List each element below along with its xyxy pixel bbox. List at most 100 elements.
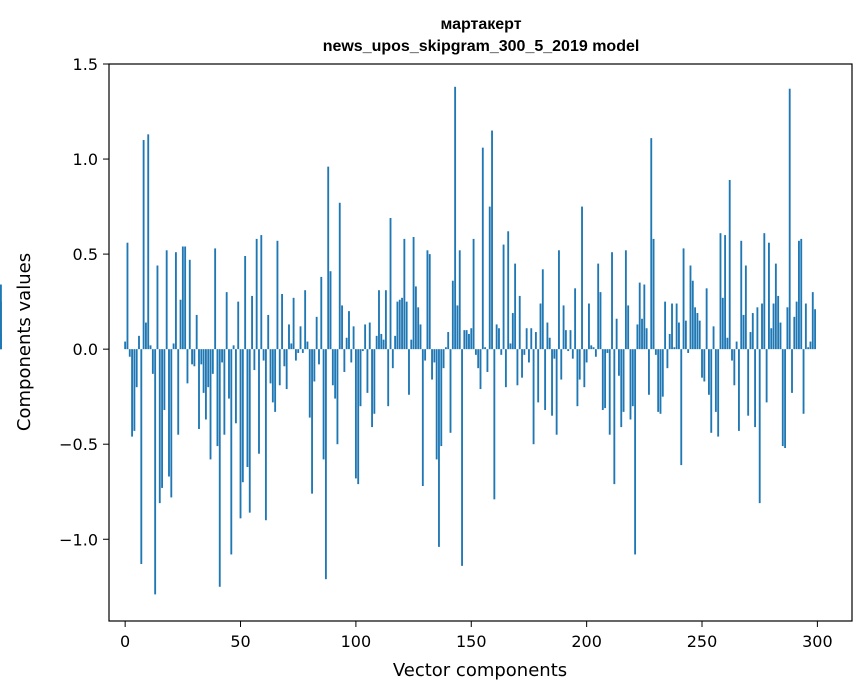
bar	[228, 349, 230, 399]
bar	[537, 349, 540, 403]
bar	[338, 202, 341, 350]
bar	[613, 349, 616, 485]
bar	[357, 349, 360, 485]
bar	[419, 324, 422, 350]
bar	[461, 349, 463, 566]
bar	[714, 349, 717, 412]
bar	[507, 231, 510, 350]
bar	[521, 349, 523, 378]
bar	[583, 349, 586, 388]
bar	[421, 349, 424, 487]
bar	[811, 292, 814, 350]
bar	[544, 349, 547, 410]
bar	[518, 295, 521, 350]
x-axis-label: Vector components	[393, 660, 567, 681]
bar	[135, 349, 138, 388]
bar	[671, 303, 673, 350]
bar	[763, 233, 766, 350]
bar	[486, 349, 489, 372]
bar	[158, 349, 161, 504]
bar	[0, 284, 2, 350]
bar	[149, 345, 152, 350]
bar	[410, 339, 413, 350]
y-tick-label: 1.0	[73, 150, 98, 169]
bar	[140, 349, 143, 564]
bar	[168, 349, 170, 477]
bar	[509, 343, 512, 350]
bar	[297, 349, 300, 353]
y-axis-ticks: −1.0 −0.5 0.0 0.5 1.0 1.5	[59, 55, 109, 549]
bar	[777, 295, 780, 350]
bar	[375, 335, 378, 350]
bar	[394, 335, 397, 350]
bar	[435, 349, 438, 460]
bar	[387, 349, 390, 407]
bar	[285, 349, 288, 390]
bar	[680, 349, 683, 466]
bar	[502, 244, 505, 350]
bar	[495, 324, 498, 350]
bar	[405, 301, 408, 350]
bar	[359, 349, 362, 407]
bar	[678, 322, 680, 350]
bar	[126, 242, 129, 350]
bar	[749, 332, 752, 350]
bar	[791, 349, 793, 393]
x-tick-label: 0	[120, 632, 130, 651]
bar	[611, 252, 613, 350]
bar	[477, 349, 480, 369]
bar	[283, 349, 286, 367]
bar	[761, 303, 763, 350]
bar	[558, 250, 560, 350]
bar	[578, 349, 581, 380]
bar	[735, 341, 738, 350]
bar	[673, 347, 676, 350]
bar	[246, 349, 249, 468]
bar	[710, 349, 713, 433]
bar	[574, 288, 577, 350]
bar	[292, 297, 295, 350]
bar	[345, 337, 348, 350]
bar	[438, 349, 440, 547]
bar	[620, 349, 623, 428]
bar	[232, 345, 235, 350]
bar	[765, 349, 768, 403]
bar	[391, 349, 394, 369]
bar	[239, 349, 242, 519]
bar	[165, 250, 168, 350]
bar	[698, 320, 701, 350]
bar	[525, 328, 528, 350]
bar	[627, 305, 630, 350]
bar	[281, 294, 283, 350]
bar	[403, 238, 406, 350]
bar	[668, 333, 671, 350]
bar	[276, 240, 279, 350]
bar	[648, 349, 650, 395]
bar	[814, 309, 817, 350]
bar	[341, 305, 343, 350]
bar	[597, 263, 600, 350]
bar	[258, 349, 260, 454]
bar	[311, 349, 313, 494]
bar	[659, 349, 662, 414]
bar	[567, 349, 570, 352]
bar	[324, 349, 327, 580]
bar	[193, 349, 196, 367]
bar	[608, 349, 611, 435]
bar	[181, 246, 184, 350]
bar	[493, 349, 496, 500]
bar	[186, 349, 189, 384]
bar	[433, 349, 436, 363]
bar	[717, 349, 720, 437]
bar	[200, 349, 203, 365]
bar	[590, 345, 593, 350]
bar	[334, 349, 337, 399]
bar	[350, 349, 353, 363]
x-tick-label: 250	[687, 632, 718, 651]
bar	[788, 88, 791, 350]
bar	[179, 299, 182, 350]
bar	[592, 347, 595, 350]
bar	[138, 335, 140, 350]
bar	[329, 271, 332, 350]
bar	[807, 347, 810, 350]
